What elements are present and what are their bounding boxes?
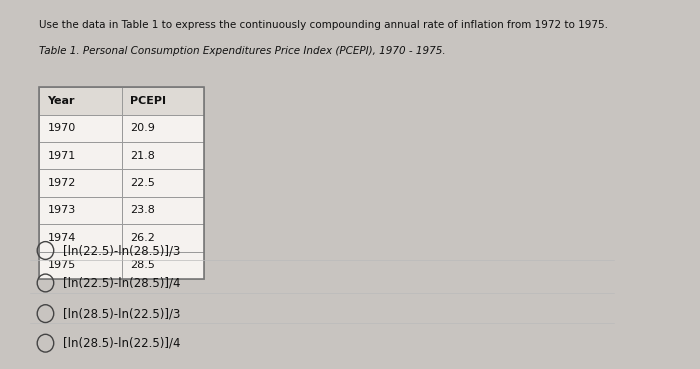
Text: [ln(22.5)-ln(28.5)]/3: [ln(22.5)-ln(28.5)]/3 bbox=[62, 244, 180, 257]
FancyBboxPatch shape bbox=[39, 169, 122, 197]
FancyBboxPatch shape bbox=[122, 114, 204, 142]
FancyBboxPatch shape bbox=[39, 224, 122, 252]
Text: [ln(22.5)-ln(28.5)]/4: [ln(22.5)-ln(28.5)]/4 bbox=[62, 276, 180, 289]
FancyBboxPatch shape bbox=[39, 197, 122, 224]
FancyBboxPatch shape bbox=[122, 252, 204, 279]
Text: 1972: 1972 bbox=[48, 178, 76, 188]
Text: Year: Year bbox=[48, 96, 75, 106]
FancyBboxPatch shape bbox=[39, 252, 122, 279]
Text: 20.9: 20.9 bbox=[130, 123, 155, 133]
Text: [ln(28.5)-ln(22.5)]/4: [ln(28.5)-ln(22.5)]/4 bbox=[62, 337, 180, 350]
FancyBboxPatch shape bbox=[39, 142, 122, 169]
FancyBboxPatch shape bbox=[122, 224, 204, 252]
Text: 1973: 1973 bbox=[48, 206, 76, 215]
FancyBboxPatch shape bbox=[122, 142, 204, 169]
Text: 28.5: 28.5 bbox=[130, 260, 155, 270]
Text: 1971: 1971 bbox=[48, 151, 76, 161]
Text: 26.2: 26.2 bbox=[130, 233, 155, 243]
Text: 1970: 1970 bbox=[48, 123, 76, 133]
FancyBboxPatch shape bbox=[122, 169, 204, 197]
Text: 22.5: 22.5 bbox=[130, 178, 155, 188]
Text: 1974: 1974 bbox=[48, 233, 76, 243]
Text: [ln(28.5)-ln(22.5)]/3: [ln(28.5)-ln(22.5)]/3 bbox=[62, 307, 180, 320]
Text: PCEPI: PCEPI bbox=[130, 96, 166, 106]
FancyBboxPatch shape bbox=[122, 87, 204, 114]
FancyBboxPatch shape bbox=[122, 197, 204, 224]
Text: 1975: 1975 bbox=[48, 260, 76, 270]
Text: 23.8: 23.8 bbox=[130, 206, 155, 215]
FancyBboxPatch shape bbox=[39, 87, 122, 114]
Text: Table 1. Personal Consumption Expenditures Price Index (PCEPI), 1970 - 1975.: Table 1. Personal Consumption Expenditur… bbox=[39, 46, 446, 56]
FancyBboxPatch shape bbox=[39, 114, 122, 142]
Text: 21.8: 21.8 bbox=[130, 151, 155, 161]
Text: Use the data in Table 1 to express the continuously compounding annual rate of i: Use the data in Table 1 to express the c… bbox=[39, 20, 608, 30]
